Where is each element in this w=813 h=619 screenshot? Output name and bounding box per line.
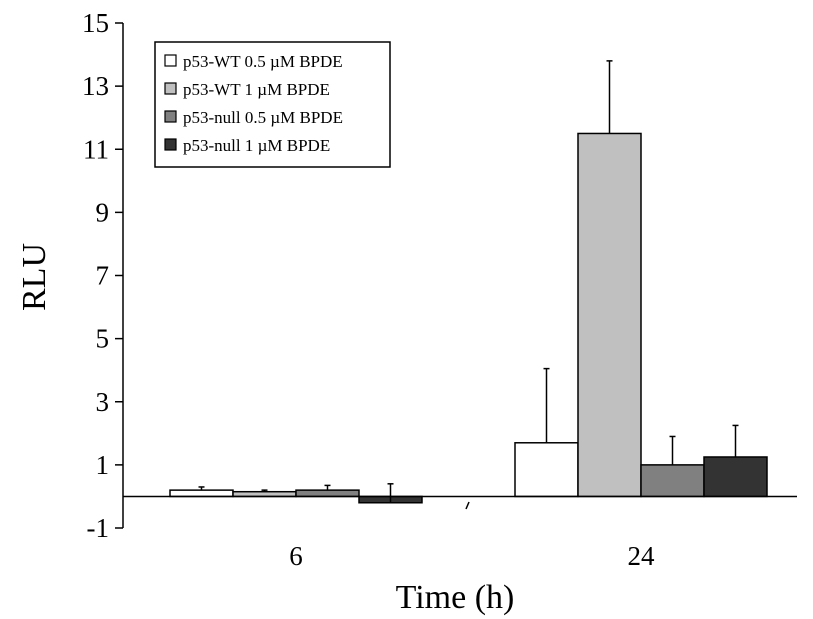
y-tick-label: 3 [96, 387, 110, 417]
y-tick-label: 5 [96, 324, 110, 354]
bar [703, 456, 768, 498]
bar [577, 132, 642, 498]
x-tick-label: 24 [628, 541, 656, 571]
x-axis-title: Time (h) [396, 579, 515, 616]
legend-box [154, 41, 391, 168]
y-tick-label: 9 [96, 197, 110, 227]
bar [640, 464, 705, 498]
legend-swatch [164, 138, 177, 151]
y-axis-title: RLU [16, 243, 53, 311]
bar [514, 442, 579, 498]
legend-label: p53-WT 1 µM BPDE [183, 80, 330, 99]
y-tick-label: 11 [83, 134, 109, 164]
axis-break-mark [465, 501, 470, 510]
y-tick-label: 1 [96, 450, 110, 480]
legend-swatch [164, 110, 177, 123]
legend-swatch [164, 82, 177, 95]
y-tick-label: 15 [82, 8, 109, 38]
bar [295, 489, 360, 498]
legend: p53-WT 0.5 µM BPDE p53-WT 1 µM BPDE p53-nu… [154, 41, 391, 168]
legend-label: p53-null 1 µM BPDE [183, 136, 330, 155]
bar [169, 489, 234, 498]
y-tick-label: 7 [96, 261, 110, 291]
x-tick-label: 6 [289, 541, 303, 571]
y-tick-label: -1 [87, 513, 110, 543]
legend-swatch [164, 54, 177, 67]
x-axis: 6 24 [123, 495, 797, 571]
legend-label: p53-WT 0.5 µM BPDE [183, 52, 343, 71]
legend-label: p53-null 0.5 µM BPDE [183, 108, 343, 127]
y-tick-label: 13 [82, 71, 109, 101]
bars [169, 60, 768, 504]
